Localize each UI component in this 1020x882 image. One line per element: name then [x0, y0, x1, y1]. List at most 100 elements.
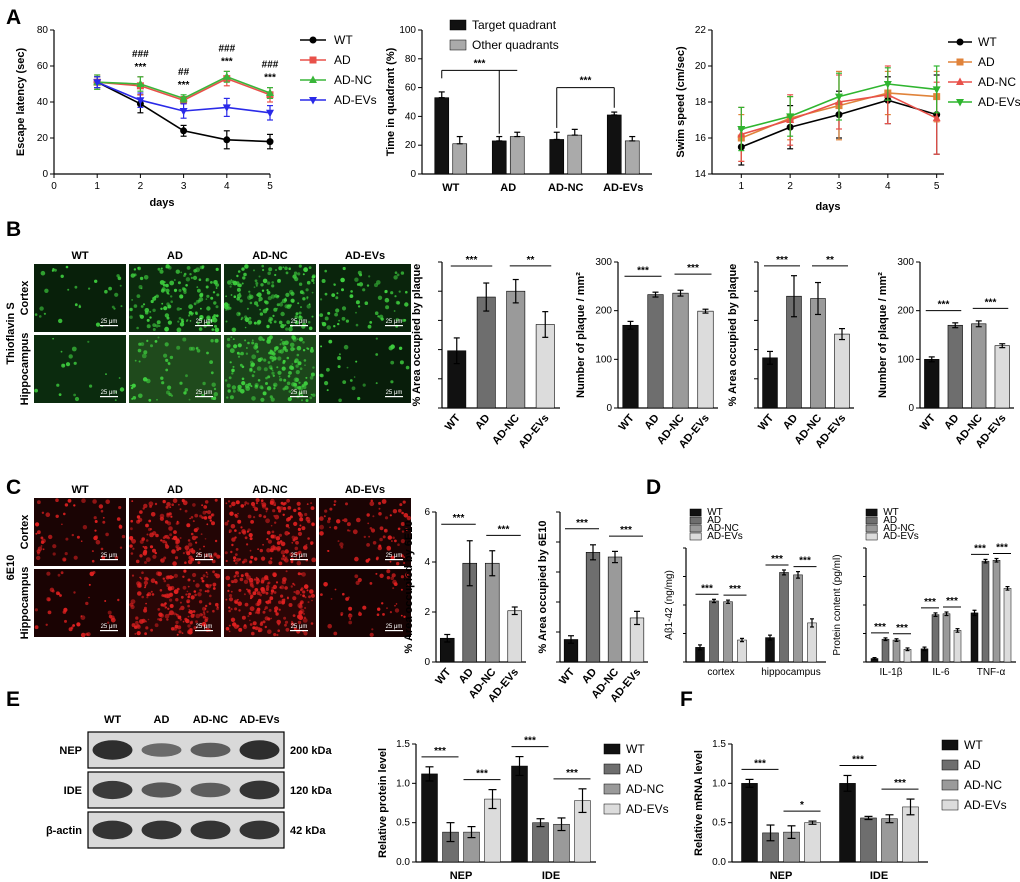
- stain-spot: [302, 297, 306, 301]
- stain-spot: [357, 305, 361, 308]
- stain-spot: [171, 503, 174, 507]
- stain-spot: [398, 290, 401, 293]
- stain-spot: [239, 577, 244, 582]
- stain-spot: [144, 632, 148, 636]
- stain-spot: [403, 561, 406, 565]
- stain-spot: [327, 519, 331, 524]
- stain-spot: [304, 512, 308, 517]
- stain-spot: [134, 359, 137, 362]
- stain-spot: [403, 556, 405, 558]
- stain-spot: [226, 383, 231, 388]
- data-point-ad-evs: [93, 79, 102, 87]
- stain-spot: [249, 623, 253, 626]
- stain-spot: [212, 291, 216, 294]
- blot-column-header: WT: [104, 714, 121, 726]
- legend-marker: [309, 97, 317, 105]
- stain-spot: [140, 305, 144, 308]
- legend-label: AD-EVs: [883, 531, 919, 542]
- stain-spot: [259, 385, 264, 389]
- stain-spot: [139, 276, 144, 281]
- significance-label: ***: [687, 263, 699, 274]
- stain-spot: [225, 309, 228, 311]
- stain-spot: [183, 391, 187, 395]
- stain-spot: [143, 608, 148, 613]
- stain-spot: [132, 396, 137, 400]
- stain-spot: [155, 294, 159, 298]
- stain-spot: [52, 552, 56, 556]
- stain-spot: [374, 311, 379, 316]
- panel-label-b: B: [6, 218, 21, 241]
- stain-spot: [254, 279, 258, 283]
- bar-ad: [947, 324, 963, 409]
- stain-spot: [301, 399, 303, 402]
- stain-spot: [162, 577, 165, 580]
- stain-spot: [192, 610, 196, 613]
- category-label: AD: [642, 412, 661, 432]
- stain-spot: [257, 629, 261, 633]
- legend-marker: [956, 77, 964, 85]
- stain-spot: [275, 612, 279, 616]
- stain-spot: [259, 622, 264, 626]
- scale-label: 25 μm: [291, 390, 308, 396]
- x-tick-label: 5: [934, 181, 940, 192]
- stain-spot: [165, 541, 168, 544]
- stain-spot: [248, 611, 252, 616]
- bar-nep-wt: [741, 783, 758, 863]
- stain-spot: [210, 296, 214, 300]
- stain-spot: [87, 340, 90, 343]
- stain-spot: [227, 520, 230, 523]
- x-tick-label: 1: [94, 181, 100, 192]
- stain-spot: [231, 368, 235, 373]
- stain-spot: [372, 515, 375, 518]
- stain-spot: [320, 593, 323, 596]
- stain-spot: [278, 533, 282, 537]
- stain-spot: [102, 516, 105, 519]
- bar-ad-evs: [834, 333, 850, 409]
- stain-spot: [279, 378, 283, 382]
- stain-spot: [290, 560, 294, 564]
- stain-spot: [293, 271, 298, 275]
- stain-spot: [250, 385, 253, 388]
- stain-spot: [47, 610, 52, 615]
- stain-spot: [285, 627, 290, 632]
- stain-spot: [295, 377, 300, 382]
- legend-label: AD: [978, 55, 995, 69]
- stain-spot: [64, 503, 69, 507]
- stain-spot: [58, 318, 63, 324]
- row-header: Cortex: [19, 514, 31, 550]
- bar-il-1β-ad: [881, 638, 890, 663]
- stain-spot: [40, 540, 45, 544]
- stain-spot: [386, 607, 388, 609]
- stain-spot: [295, 590, 300, 595]
- stain-spot: [157, 618, 160, 621]
- stain-spot: [130, 604, 135, 610]
- stain-spot: [272, 374, 275, 377]
- stain-spot: [282, 346, 287, 351]
- stain-spot: [379, 573, 384, 578]
- stain-spot: [289, 365, 294, 370]
- legend-swatch: [689, 524, 702, 533]
- stain-spot: [298, 612, 301, 615]
- y-tick-label: 60: [405, 83, 417, 94]
- legend-label: AD-NC: [883, 523, 915, 534]
- stain-spot: [206, 321, 211, 326]
- stain-spot: [295, 551, 299, 556]
- stain-spot: [368, 275, 371, 278]
- panel-label-a: A: [6, 6, 21, 29]
- stain-spot: [299, 290, 304, 294]
- stain-spot: [189, 621, 193, 625]
- stain-spot: [305, 516, 311, 522]
- bar-wt-other: [452, 143, 468, 175]
- category-label: IDE: [542, 870, 560, 882]
- stain-spot: [247, 514, 252, 519]
- stain-spot: [187, 539, 191, 542]
- stain-spot: [284, 558, 289, 563]
- stain-spot: [165, 368, 169, 372]
- stain-spot: [192, 503, 196, 507]
- stain-spot: [297, 272, 301, 276]
- stain-spot: [320, 345, 323, 348]
- stain-spot: [63, 512, 66, 516]
- stain-spot: [193, 590, 197, 593]
- legend-marker: [309, 36, 317, 44]
- stain-spot: [248, 592, 252, 595]
